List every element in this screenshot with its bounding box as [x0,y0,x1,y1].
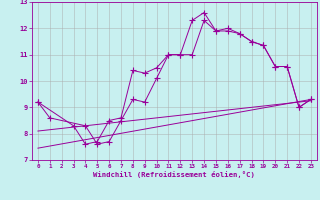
X-axis label: Windchill (Refroidissement éolien,°C): Windchill (Refroidissement éolien,°C) [93,171,255,178]
